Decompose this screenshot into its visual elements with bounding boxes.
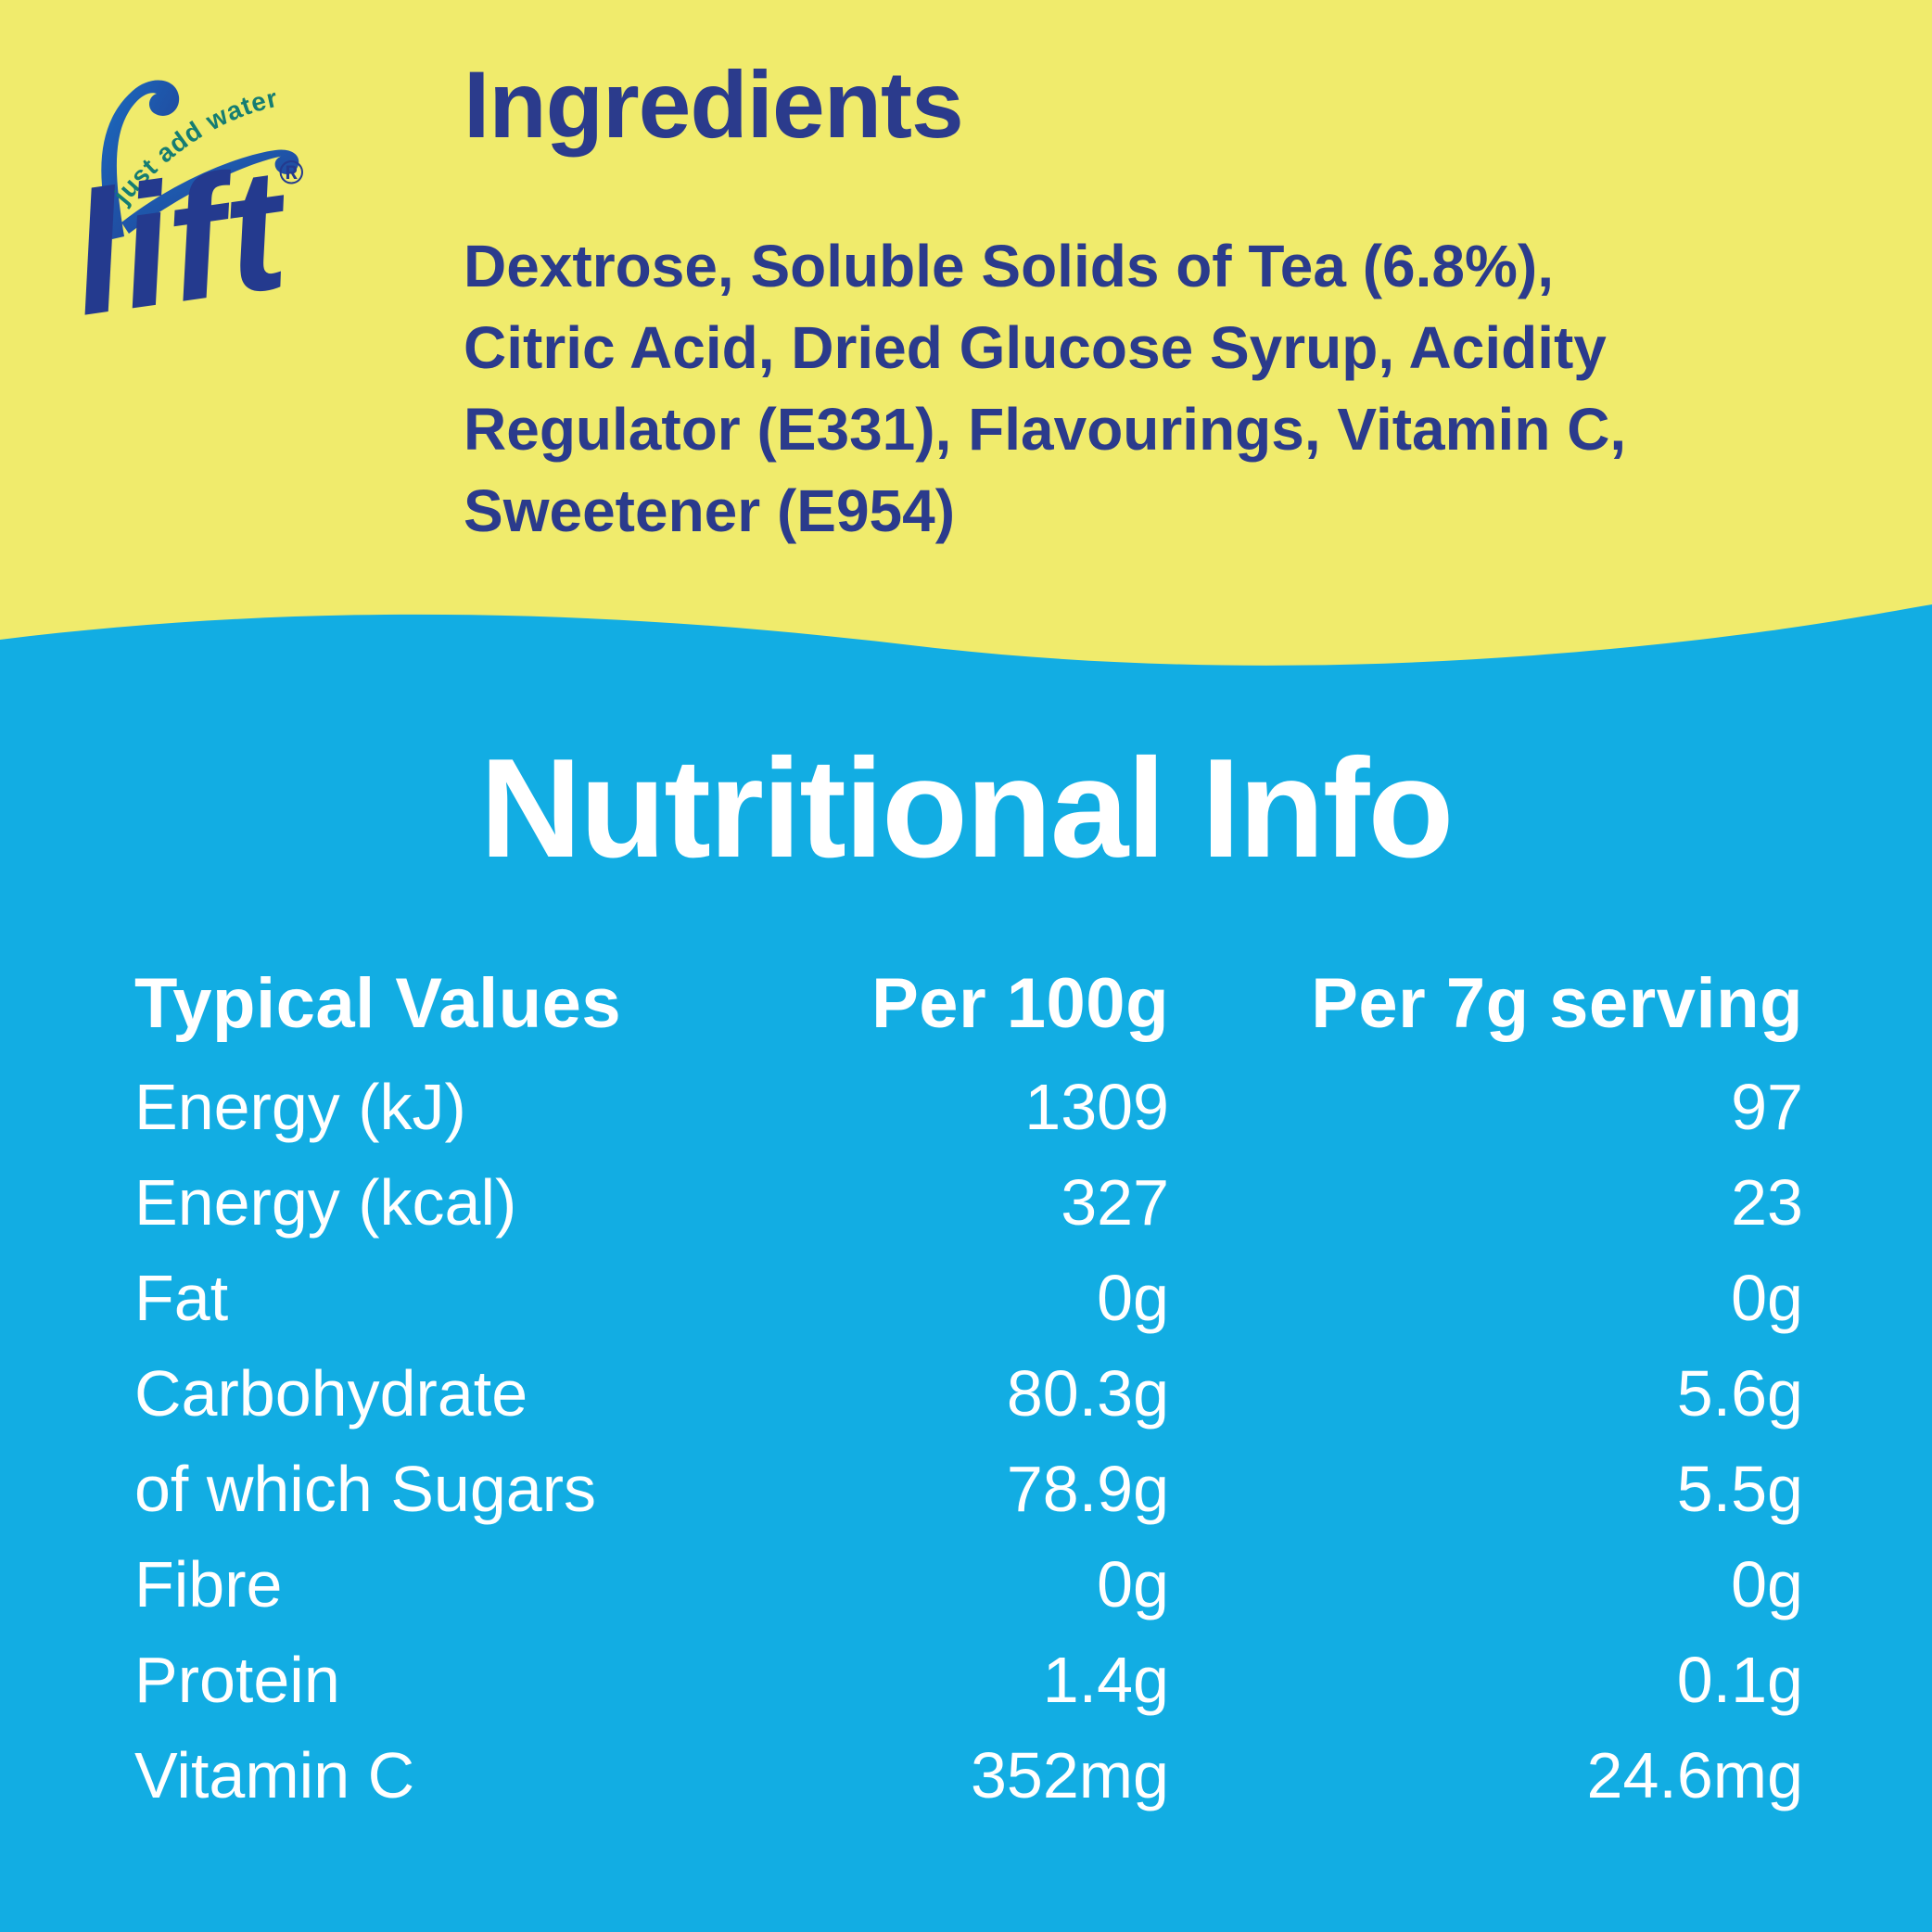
row-value-per-serving: 0.1g <box>1676 1643 1803 1716</box>
row-value-per-serving: 0g <box>1731 1547 1803 1621</box>
brand-logo: just add water lift ® <box>32 28 329 352</box>
column-header-typical-values: Typical Values <box>134 963 622 1043</box>
column-header-per-100g: Per 100g <box>871 963 1169 1043</box>
ingredients-heading: Ingredients <box>464 52 964 158</box>
row-value-per-serving: 23 <box>1731 1165 1803 1239</box>
row-label: Energy (kJ) <box>134 1070 466 1143</box>
row-value-per-100g: 0g <box>1097 1547 1169 1621</box>
row-label: Energy (kcal) <box>134 1165 517 1239</box>
table-row: Fibre 0g 0g <box>134 1536 1803 1632</box>
row-value-per-100g: 78.9g <box>1006 1452 1169 1525</box>
row-label: Fat <box>134 1261 229 1334</box>
row-value-per-100g: 1.4g <box>1042 1643 1169 1716</box>
table-row: Carbohydrate 80.3g 5.6g <box>134 1345 1803 1441</box>
logo-swoosh-icon <box>121 149 299 234</box>
row-value-per-serving: 0g <box>1731 1261 1803 1334</box>
row-value-per-serving: 5.5g <box>1676 1452 1803 1525</box>
table-row: of which Sugars 78.9g 5.5g <box>134 1441 1803 1536</box>
row-label: Vitamin C <box>134 1738 415 1811</box>
row-value-per-serving: 5.6g <box>1676 1356 1803 1430</box>
logo-wordmark: lift <box>60 132 302 324</box>
ingredients-text: Dextrose, Soluble Solids of Tea (6.8%), … <box>464 233 1627 544</box>
nutrition-table-header: Typical Values Per 100g Per 7g serving <box>134 947 1803 1059</box>
row-label: of which Sugars <box>134 1452 597 1525</box>
row-value-per-serving: 24.6mg <box>1586 1738 1803 1811</box>
column-header-per-serving: Per 7g serving <box>1311 963 1803 1043</box>
logo-swirl-icon <box>101 80 180 239</box>
nutrition-heading: Nutritional Info <box>479 730 1455 887</box>
table-row: Energy (kJ) 1309 97 <box>134 1059 1803 1154</box>
row-value-per-100g: 0g <box>1097 1261 1169 1334</box>
row-value-per-serving: 97 <box>1731 1070 1803 1143</box>
table-row: Energy (kcal) 327 23 <box>134 1154 1803 1250</box>
lift-logo-graphic: just add water lift ® <box>60 80 304 352</box>
nutrition-table: Typical Values Per 100g Per 7g serving E… <box>134 947 1803 1823</box>
table-row: Vitamin C 352mg 24.6mg <box>134 1727 1803 1823</box>
row-label: Carbohydrate <box>134 1356 528 1430</box>
row-value-per-100g: 352mg <box>970 1738 1169 1811</box>
table-row: Fat 0g 0g <box>134 1250 1803 1345</box>
row-value-per-100g: 80.3g <box>1006 1356 1169 1430</box>
table-row: Protein 1.4g 0.1g <box>134 1632 1803 1727</box>
nutrition-table-body: Energy (kJ) 1309 97 Energy (kcal) 327 23 Fat 0g… <box>134 1059 1803 1823</box>
row-value-per-100g: 1309 <box>1024 1070 1169 1143</box>
row-value-per-100g: 327 <box>1061 1165 1169 1239</box>
row-label: Protein <box>134 1643 340 1716</box>
row-label: Fibre <box>134 1547 283 1621</box>
registered-mark: ® <box>279 153 304 191</box>
